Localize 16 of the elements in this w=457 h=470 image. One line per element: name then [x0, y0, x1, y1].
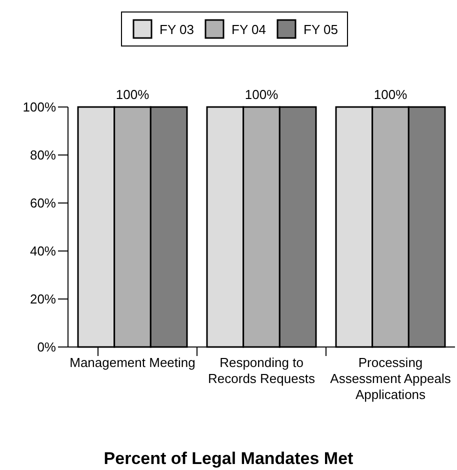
- y-tick-label: 100%: [22, 100, 56, 115]
- legend-label: FY 03: [160, 22, 194, 37]
- y-tick-label: 0%: [37, 340, 56, 355]
- y-tick-label: 40%: [30, 244, 56, 259]
- legend-label: FY 05: [304, 22, 338, 37]
- x-tick-label: Responding to Records Requests: [208, 355, 316, 386]
- text: Percent of Legal Mandates Met: [104, 449, 354, 468]
- y-tick-label: 20%: [30, 292, 56, 307]
- x-tick-label: Management Meeting: [70, 355, 196, 370]
- data-label: 100%: [374, 87, 408, 102]
- y-tick-label: 80%: [30, 148, 56, 163]
- data-label: 100%: [244, 87, 279, 102]
- x-tick-label: Processing Assessment Appeals Applications: [330, 355, 452, 402]
- legend-label: FY 04: [232, 22, 266, 37]
- y-tick-label: 60%: [30, 196, 56, 211]
- data-label: 100%: [116, 87, 150, 102]
